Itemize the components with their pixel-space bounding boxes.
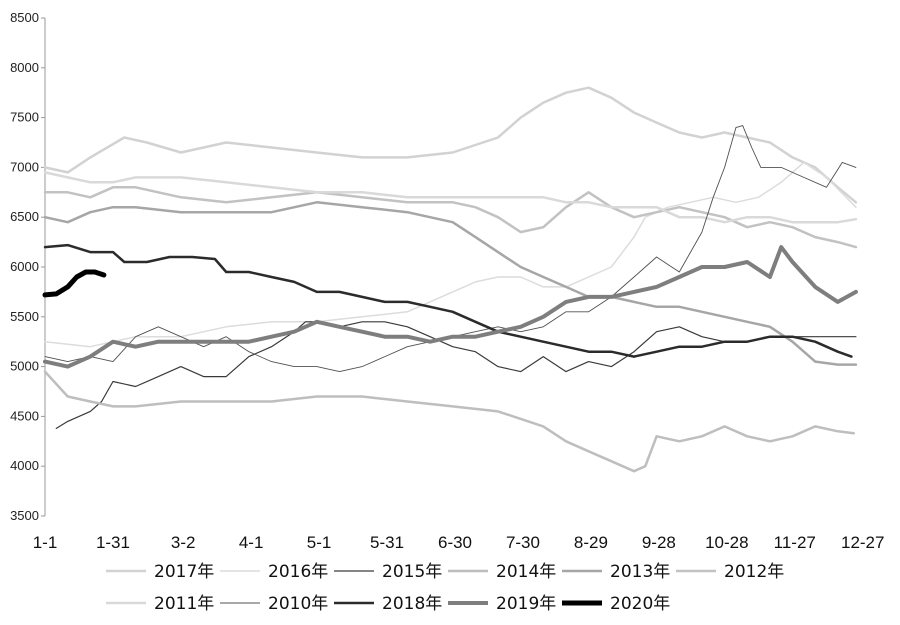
- legend-label: 2016年: [268, 562, 328, 582]
- x-tick-label: 5-31: [370, 533, 404, 552]
- y-tick-label: 8500: [10, 10, 39, 25]
- legend: 2017年 2016年 2015年 2014年 2013年 2012年 2011年 2010年…: [106, 562, 784, 614]
- series-line-2014: [43, 370, 855, 473]
- legend-item: 2019年: [448, 594, 556, 614]
- y-tick-label: 6000: [10, 259, 39, 274]
- y-tick-label: 4500: [10, 408, 39, 423]
- legend-item: 2011年: [106, 594, 214, 614]
- x-tick-label: 12-27: [841, 533, 884, 552]
- legend-item: 2016年: [220, 562, 328, 582]
- x-tick-label: 6-30: [438, 533, 472, 552]
- series-line-2017: [43, 86, 858, 204]
- y-tick-label: 5500: [10, 309, 39, 324]
- legend-item: 2012年: [676, 562, 784, 582]
- y-tick-label: 4000: [10, 458, 39, 473]
- legend-item: 2014年: [448, 562, 556, 582]
- series-line-2012: [43, 186, 858, 249]
- series-line-2020: [42, 269, 107, 298]
- series-line-2019: [43, 245, 858, 369]
- legend-item: 2015年: [334, 562, 442, 582]
- y-tick-label: 7500: [10, 110, 39, 125]
- x-tick-label: 1-1: [33, 533, 58, 552]
- legend-item: 2010年: [220, 594, 328, 614]
- y-axis-ticks: 3500 4000 4500 5000 5500 6000 6500 7000 7500 8000…: [10, 10, 45, 523]
- y-tick-label: 3500: [10, 508, 39, 523]
- legend-label: 2015年: [382, 562, 442, 582]
- y-tick-label: 8000: [10, 60, 39, 75]
- legend-item: 2017年: [106, 562, 214, 582]
- legend-item: 2013年: [562, 562, 670, 582]
- series-line-2018: [43, 243, 853, 358]
- x-tick-label: 3-2: [171, 533, 196, 552]
- x-tick-label: 1-31: [96, 533, 130, 552]
- y-tick-label: 5000: [10, 359, 39, 374]
- x-tick-label: 10-28: [705, 533, 748, 552]
- x-tick-label: 8-29: [574, 533, 608, 552]
- legend-item: 2020年: [562, 594, 670, 614]
- series-layer: [42, 86, 858, 473]
- series-line-2015: [55, 321, 857, 429]
- legend-label: 2017年: [154, 562, 214, 582]
- x-tick-label: 4-1: [239, 533, 264, 552]
- series-line-2010: [44, 125, 857, 373]
- series-line-2011: [43, 171, 858, 224]
- series-line-2016: [44, 161, 857, 348]
- y-tick-label: 7000: [10, 159, 39, 174]
- x-tick-label: 7-30: [506, 533, 540, 552]
- legend-label: 2013年: [610, 562, 670, 582]
- x-tick-label: 5-1: [307, 533, 332, 552]
- legend-label: 2010年: [268, 594, 328, 614]
- legend-label: 2014年: [496, 562, 556, 582]
- legend-label: 2020年: [610, 594, 670, 614]
- series-line-2013: [43, 201, 858, 366]
- legend-label: 2011年: [154, 594, 214, 614]
- x-tick-label: 11-27: [774, 533, 816, 552]
- legend-label: 2019年: [496, 594, 556, 614]
- legend-label: 2018年: [382, 594, 442, 614]
- y-tick-label: 6500: [10, 209, 39, 224]
- legend-item: 2018年: [334, 594, 442, 614]
- legend-label: 2012年: [724, 562, 784, 582]
- x-tick-label: 9-28: [642, 533, 676, 552]
- x-axis-ticks: 1-1 1-31 3-2 4-1 5-1 5-31 6-30 7-30 8-29 9-28 10-2…: [33, 533, 885, 552]
